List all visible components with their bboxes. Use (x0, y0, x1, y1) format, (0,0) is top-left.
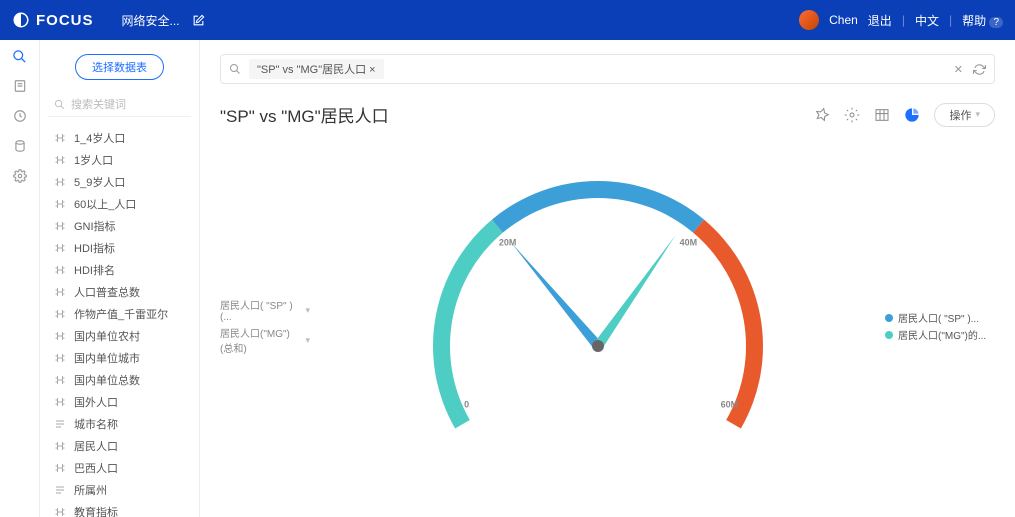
table-icon[interactable] (874, 107, 890, 123)
field-list: 1_4岁人口1岁人口5_9岁人口60以上_人口GNI指标HDI指标HDI排名人口… (48, 127, 191, 517)
legend-item[interactable]: 居民人口( "SP" )... (885, 310, 995, 325)
series-2[interactable]: 居民人口("MG")(总和)▾ (220, 325, 310, 355)
app-header: FOCUS 网络安全... Chen 退出 | 中文 | 帮助 ? (0, 0, 1015, 40)
logout-link[interactable]: 退出 (868, 12, 892, 29)
clear-icon[interactable]: ✕ (954, 63, 963, 76)
field-item[interactable]: 所属州 (48, 479, 191, 501)
field-item[interactable]: 教育指标 (48, 501, 191, 517)
field-item[interactable]: 国内单位总数 (48, 369, 191, 391)
field-item[interactable]: 作物产值_千雷亚尔 (48, 303, 191, 325)
svg-text:20M: 20M (498, 238, 516, 248)
legend: 居民人口( "SP" )... 居民人口("MG")的... (885, 308, 995, 344)
query-pill[interactable]: "SP" vs "MG"居民人口 × (249, 59, 384, 79)
logo-icon (12, 11, 30, 29)
sidebar: 选择数据表 搜索关键词 1_4岁人口1岁人口5_9岁人口60以上_人口GNI指标… (40, 40, 200, 517)
nav-db-icon[interactable] (12, 138, 28, 154)
help-link[interactable]: 帮助 ? (962, 12, 1003, 29)
breadcrumb: 网络安全... (122, 12, 205, 29)
search-icon (54, 99, 65, 110)
field-item[interactable]: 国内单位农村 (48, 325, 191, 347)
chart-area: 居民人口( "SP" )(...▾ 居民人口("MG")(总和)▾ 0 20M 40… (220, 135, 995, 517)
field-item[interactable]: 巴西人口 (48, 457, 191, 479)
pie-icon[interactable] (904, 107, 920, 123)
field-item[interactable]: 1_4岁人口 (48, 127, 191, 149)
edit-icon[interactable] (192, 14, 205, 27)
gauge-chart: 0 20M 40M 60M (310, 135, 885, 517)
field-item[interactable]: 国内单位城市 (48, 347, 191, 369)
main-content: "SP" vs "MG"居民人口 × ✕ "SP" vs "MG"居民人口 操作… (200, 40, 1015, 517)
svg-text:40M: 40M (679, 238, 697, 248)
field-item[interactable]: 1岁人口 (48, 149, 191, 171)
chart-title: "SP" vs "MG"居民人口 (220, 102, 389, 127)
search-placeholder: 搜索关键词 (71, 96, 126, 112)
search-icon (229, 63, 241, 75)
field-item[interactable]: 60以上_人口 (48, 193, 191, 215)
field-item[interactable]: HDI排名 (48, 259, 191, 281)
user-name[interactable]: Chen (829, 13, 858, 27)
title-row: "SP" vs "MG"居民人口 操作▾ (220, 102, 995, 127)
select-table-button[interactable]: 选择数据表 (75, 54, 164, 80)
breadcrumb-text[interactable]: 网络安全... (122, 12, 180, 29)
lang-toggle[interactable]: 中文 (915, 12, 939, 29)
nav-settings-icon[interactable] (12, 168, 28, 184)
field-item[interactable]: 国外人口 (48, 391, 191, 413)
svg-text:60M: 60M (720, 399, 738, 409)
nav-rail (0, 40, 40, 517)
nav-bookmark-icon[interactable] (12, 78, 28, 94)
field-search[interactable]: 搜索关键词 (48, 92, 191, 117)
field-item[interactable]: 城市名称 (48, 413, 191, 435)
logo-text: FOCUS (36, 12, 94, 29)
field-item[interactable]: 5_9岁人口 (48, 171, 191, 193)
settings-icon[interactable] (844, 107, 860, 123)
svg-text:0: 0 (464, 399, 469, 409)
pin-icon[interactable] (814, 107, 830, 123)
refresh-icon[interactable] (973, 63, 986, 76)
header-right: Chen 退出 | 中文 | 帮助 ? (799, 10, 1003, 30)
field-item[interactable]: 居民人口 (48, 435, 191, 457)
legend-item[interactable]: 居民人口("MG")的... (885, 327, 995, 342)
series-1[interactable]: 居民人口( "SP" )(...▾ (220, 297, 310, 323)
query-bar[interactable]: "SP" vs "MG"居民人口 × ✕ (220, 54, 995, 84)
nav-history-icon[interactable] (12, 108, 28, 124)
avatar[interactable] (799, 10, 819, 30)
field-item[interactable]: 人口普查总数 (48, 281, 191, 303)
series-selectors: 居民人口( "SP" )(...▾ 居民人口("MG")(总和)▾ (220, 295, 310, 357)
field-item[interactable]: HDI指标 (48, 237, 191, 259)
field-item[interactable]: GNI指标 (48, 215, 191, 237)
nav-search-icon[interactable] (12, 48, 28, 64)
operations-button[interactable]: 操作▾ (934, 103, 995, 127)
logo[interactable]: FOCUS (12, 11, 94, 29)
